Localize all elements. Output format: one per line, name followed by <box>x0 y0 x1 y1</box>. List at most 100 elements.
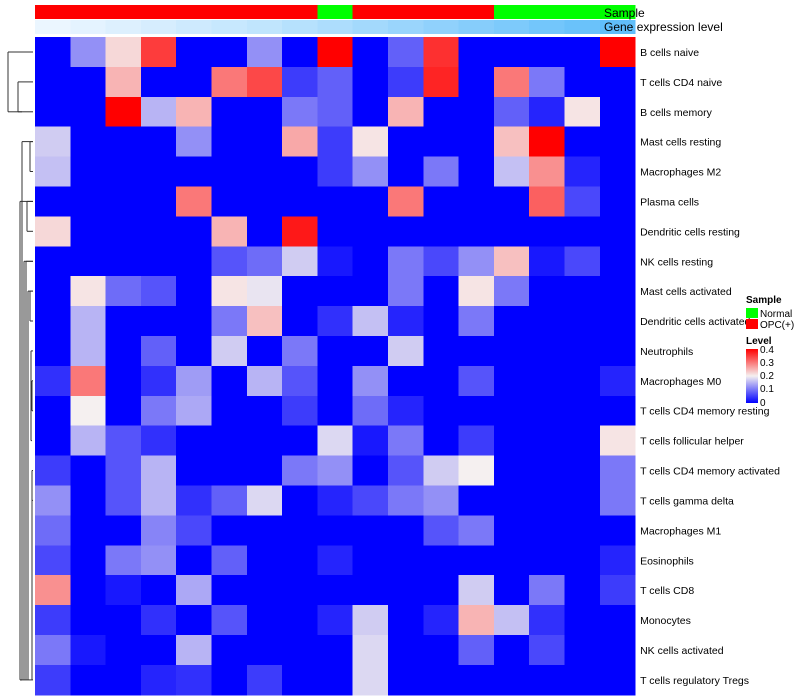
heatmap-cell <box>458 186 495 217</box>
heatmap-cell <box>105 186 142 217</box>
heatmap-cell <box>458 246 495 277</box>
heatmap-cell <box>70 216 107 247</box>
heatmap-cell <box>423 96 460 128</box>
row-label: B cells memory <box>640 107 713 119</box>
heatmap-cell <box>176 635 213 666</box>
gene-expression-annotation-cell <box>388 20 424 34</box>
level-legend: Level 0.4 0.3 0.2 0.1 0 <box>746 336 774 409</box>
heatmap-cell <box>140 216 177 247</box>
heatmap-cell <box>140 37 177 68</box>
heatmap-cell <box>282 276 318 307</box>
heatmap-cell <box>70 485 107 516</box>
heatmap-cell <box>35 515 71 546</box>
heatmap-cell <box>70 575 107 606</box>
heatmap-cell <box>246 96 283 128</box>
heatmap-cell <box>282 96 318 128</box>
heatmap-cell <box>599 635 636 666</box>
heatmap-cell <box>105 66 142 98</box>
heatmap-cell <box>105 96 142 128</box>
heatmap-cell <box>423 126 460 158</box>
heatmap-cell <box>246 455 283 487</box>
heatmap-cell <box>282 246 318 277</box>
heatmap-cell <box>388 96 424 128</box>
heatmap-cell <box>70 246 107 277</box>
heatmap-cell <box>564 515 601 546</box>
heatmap-cell <box>388 306 424 337</box>
heatmap-cell <box>599 545 636 576</box>
heatmap-cell <box>458 635 495 666</box>
sample-annotation-cell <box>246 5 283 19</box>
heatmap-cell <box>176 485 213 516</box>
sample-track-label: Sample <box>604 6 645 20</box>
heatmap-cell <box>458 276 495 307</box>
heatmap-cell <box>317 425 354 457</box>
heatmap-cell <box>564 485 601 516</box>
heatmap-cell <box>282 66 318 98</box>
gene-expression-annotation-cell <box>282 20 318 34</box>
heatmap-cell <box>282 575 318 606</box>
heatmap-cell <box>529 455 566 487</box>
heatmap-cell <box>458 306 495 337</box>
heatmap-cell <box>493 455 530 487</box>
heatmap-cell <box>176 216 213 247</box>
heatmap-cell <box>105 365 142 397</box>
heatmap-cell <box>140 66 177 98</box>
heatmap-cell <box>423 276 460 307</box>
heatmap-cell <box>105 664 142 696</box>
heatmap-cell <box>352 156 389 188</box>
heatmap-cell <box>423 186 460 217</box>
heatmap-cell <box>317 545 354 576</box>
heatmap-cell <box>105 605 142 636</box>
heatmap-cell <box>564 635 601 666</box>
heatmap-cell <box>599 306 636 337</box>
heatmap-cell <box>529 545 566 576</box>
heatmap-cell <box>70 515 107 546</box>
heatmap-cell <box>599 156 636 188</box>
heatmap-cell <box>352 664 389 696</box>
heatmap-cell <box>211 425 248 457</box>
heatmap-cell <box>35 455 71 487</box>
heatmap-cell <box>352 66 389 98</box>
heatmap-cell <box>529 485 566 516</box>
heatmap-cell <box>70 306 107 337</box>
heatmap-cell <box>282 395 318 427</box>
heatmap-cell <box>105 156 142 188</box>
heatmap-cell <box>564 545 601 576</box>
row-label: Plasma cells <box>640 196 699 208</box>
heatmap-cell <box>423 575 460 606</box>
gene-expression-annotation-cell <box>458 20 495 34</box>
level-color-bar <box>746 349 758 403</box>
heatmap-cell <box>105 246 142 277</box>
heatmap-cell <box>458 395 495 427</box>
gene-expression-annotation-cell <box>211 20 248 34</box>
heatmap-cell <box>140 575 177 606</box>
heatmap-cell <box>35 306 71 337</box>
heatmap-cell <box>35 395 71 427</box>
heatmap-cell <box>423 664 460 696</box>
heatmap-cell <box>317 365 354 397</box>
level-tick-0.3: 0.3 <box>760 358 774 369</box>
heatmap-cell <box>140 126 177 158</box>
heatmap-cell <box>70 66 107 98</box>
heatmap-cell <box>423 156 460 188</box>
heatmap-cell <box>140 306 177 337</box>
heatmap-cell <box>423 246 460 277</box>
heatmap-cell <box>529 96 566 128</box>
heatmap-cell <box>529 216 566 247</box>
heatmap-cell <box>458 365 495 397</box>
heatmap-cell <box>35 186 71 217</box>
heatmap-cell <box>493 664 530 696</box>
heatmap-cell <box>529 276 566 307</box>
heatmap-cell <box>317 336 354 367</box>
heatmap-cell <box>282 664 318 696</box>
heatmap-cell <box>388 336 424 367</box>
heatmap-cell <box>458 37 495 68</box>
heatmap-cell <box>246 276 283 307</box>
heatmap-cell <box>70 455 107 487</box>
sample-annotation-cell <box>176 5 213 19</box>
heatmap-cell <box>529 425 566 457</box>
heatmap-cell <box>317 156 354 188</box>
heatmap-cell <box>211 37 248 68</box>
heatmap-cell <box>246 66 283 98</box>
heatmap-cell <box>211 635 248 666</box>
